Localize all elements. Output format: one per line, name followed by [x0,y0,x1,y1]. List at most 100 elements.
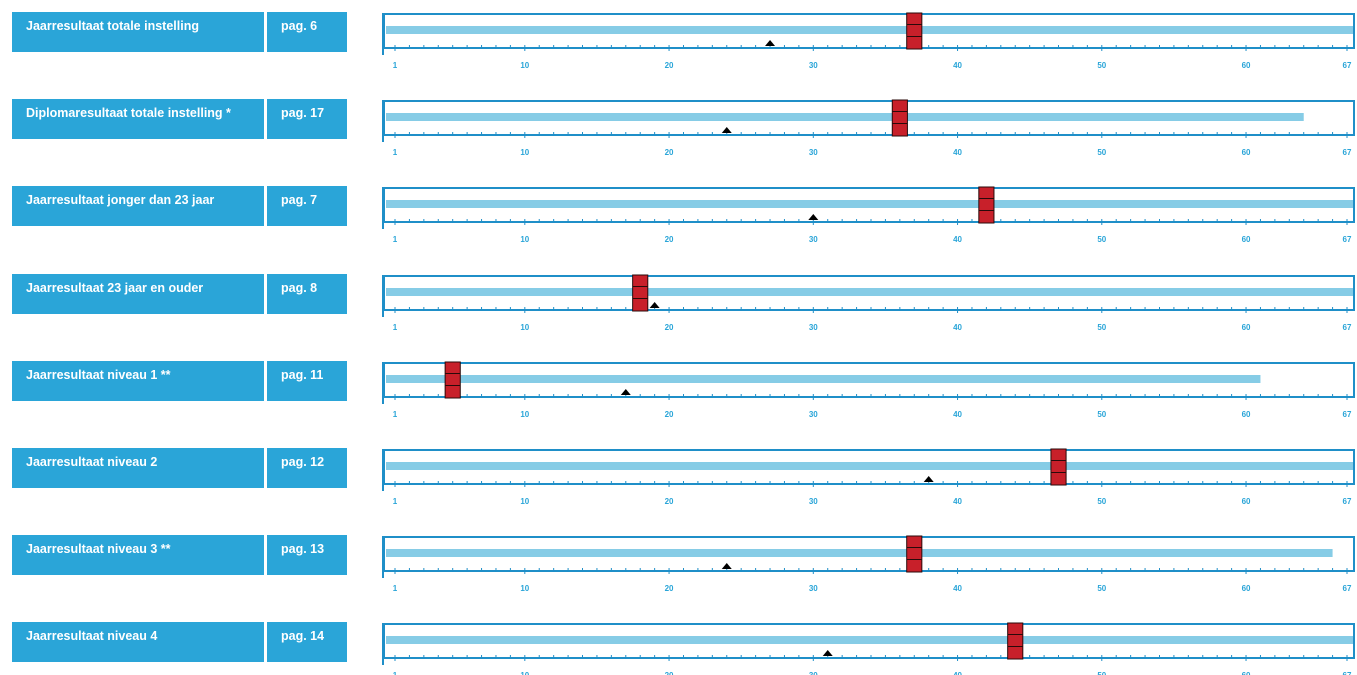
tick-label: 67 [1343,148,1352,157]
indicator-label: Jaarresultaat totale instelling [12,12,264,52]
tick-label: 20 [665,148,674,157]
tick-label: 30 [809,410,818,419]
rank-chart: 1 10 20 30 40 50 60 67 [382,12,1355,70]
indicator-label: Jaarresultaat jonger dan 23 jaar [12,186,264,227]
indicator-label: Jaarresultaat 23 jaar en ouder [12,273,264,314]
rank-marker [632,274,649,312]
indicator-label: Jaarresultaat niveau 4 [12,622,264,663]
tick-label: 40 [953,61,962,70]
rank-chart: 1 10 20 30 40 50 60 67 [382,274,1355,332]
tick-label: 30 [809,235,818,244]
tick-label: 10 [520,323,529,332]
rank-chart: 1 10 20 30 40 50 60 67 [382,99,1355,157]
rank-marker [891,99,908,137]
tick-label: 50 [1097,61,1106,70]
range-bar [386,549,1333,558]
indicator-label: Jaarresultaat niveau 2 [12,448,264,488]
tick-label: 60 [1242,410,1251,419]
rank-chart: 1 10 20 30 40 50 60 67 [382,361,1355,419]
tick-label: 67 [1343,235,1352,244]
indicator-label: Diplomaresultaat totale instelling * [12,99,264,140]
indicator-label: Jaarresultaat niveau 1 ** [12,360,264,401]
frame-left-edge [382,274,384,317]
page-reference: pag. 8 [267,273,347,314]
rank-marker [906,12,923,50]
tick-label: 50 [1097,323,1106,332]
range-bar [386,200,1353,209]
frame-left-edge [382,361,384,404]
page-reference: pag. 12 [267,448,347,488]
tick-label: 67 [1343,497,1352,506]
tick-label: 1 [393,584,398,593]
benchmark-triangle [649,301,660,308]
tick-label: 67 [1343,61,1352,70]
tick-label: 1 [393,148,398,157]
rank-row: Jaarresultaat niveau 2 pag. 12 1 10 20 30 40 50… [0,448,1357,528]
rank-row: Jaarresultaat totale instelling pag. 6 1 10… [0,12,1357,92]
tick-label: 10 [520,61,529,70]
range-bar [386,113,1304,122]
page-reference: pag. 13 [267,535,347,576]
range-bar [386,462,1353,470]
tick-label: 60 [1242,61,1251,70]
tick-label: 50 [1097,410,1106,419]
tick-label: 10 [520,410,529,419]
benchmark-triangle [923,476,934,482]
tick-label: 10 [520,497,529,506]
range-bar [386,374,1261,383]
tick-label: 50 [1097,584,1106,593]
rank-marker [444,361,461,399]
range-bar [386,26,1353,34]
tick-label: 67 [1343,323,1352,332]
frame-left-edge [382,623,384,666]
rank-row: Jaarresultaat niveau 1 ** pag. 11 1 10 20 30 4… [0,360,1357,441]
tick-label: 67 [1343,584,1352,593]
tick-label: 50 [1097,497,1106,506]
benchmark-triangle [765,40,776,46]
page-reference: pag. 11 [267,360,347,401]
tick-label: 10 [520,584,529,593]
frame-left-edge [382,100,384,143]
tick-label: 40 [953,323,962,332]
rank-row: Jaarresultaat 23 jaar en ouder pag. 8 1 10 2… [0,273,1357,354]
tick-label: 40 [953,497,962,506]
tick-label: 30 [809,148,818,157]
frame-left-edge [382,187,384,230]
tick-label: 40 [953,235,962,244]
rank-row: Diplomaresultaat totale instelling * pag.… [0,99,1357,179]
benchmark-triangle [620,388,631,395]
tick-label: 20 [665,584,674,593]
tick-label: 30 [809,584,818,593]
page-reference: pag. 14 [267,622,347,663]
range-bar [386,636,1353,645]
tick-label: 20 [665,410,674,419]
page-reference: pag. 6 [267,12,347,52]
tick-label: 20 [665,323,674,332]
rank-marker [1007,622,1024,660]
frame-left-edge [382,13,384,55]
tick-label: 30 [809,497,818,506]
rank-chart: 1 10 20 30 40 50 60 67 [382,186,1355,244]
rank-row: Jaarresultaat niveau 3 ** pag. 13 1 10 20 30 4… [0,535,1357,615]
tick-label: 50 [1097,671,1106,675]
tick-label: 40 [953,148,962,157]
tick-label: 20 [665,235,674,244]
tick-label: 20 [665,61,674,70]
tick-label: 1 [393,410,398,419]
tick-label: 50 [1097,235,1106,244]
tick-label: 20 [665,497,674,506]
tick-label: 30 [809,323,818,332]
tick-label: 10 [520,235,529,244]
frame-left-edge [382,449,384,491]
page-reference: pag. 7 [267,186,347,227]
page-reference: pag. 17 [267,99,347,140]
tick-label: 30 [809,61,818,70]
benchmark-triangle [721,563,732,570]
tick-label: 1 [393,61,398,70]
rank-chart: 1 10 20 30 40 50 60 67 [382,622,1355,675]
tick-label: 10 [520,148,529,157]
frame-left-edge [382,536,384,579]
